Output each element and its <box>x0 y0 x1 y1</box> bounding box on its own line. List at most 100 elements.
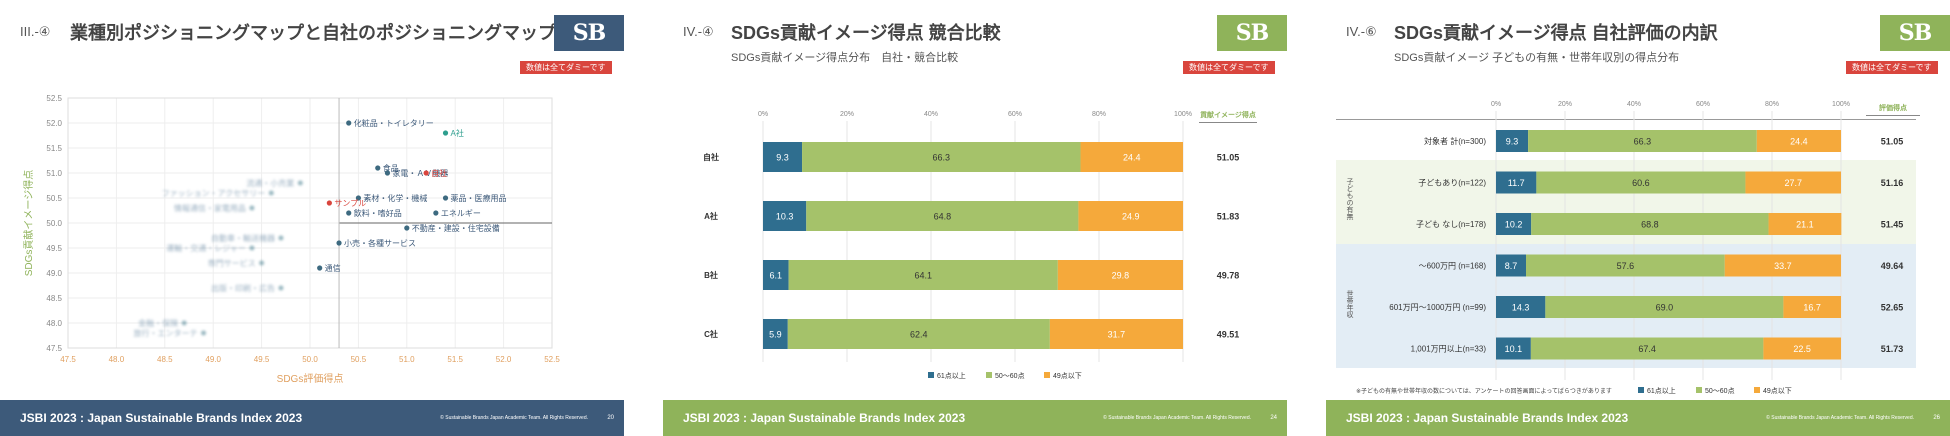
axis-tick-label: 40% <box>924 111 938 118</box>
legend-label: 61点以上 <box>1647 386 1676 395</box>
score-value: 49.51 <box>1217 330 1240 340</box>
slide-competitor-comparison: IV.-④ SDGs貢献イメージ得点 競合比較 SDGs貢献イメージ得点分布 自… <box>663 0 1287 436</box>
dummy-badge: 数値は全てダミーです <box>1846 61 1938 74</box>
bar-value-label: 27.7 <box>1784 178 1802 188</box>
bar-value-label: 5.9 <box>769 330 782 340</box>
bar-value-label: 66.3 <box>1634 137 1652 147</box>
bar-value-label: 57.6 <box>1617 261 1635 271</box>
y-tick-label: 52.0 <box>46 119 62 128</box>
legend-label: 50〜60点 <box>1705 387 1735 395</box>
scatter-point-label: 自社 <box>431 168 447 178</box>
bar-segment <box>1049 319 1183 349</box>
scatter-point <box>317 265 323 271</box>
bar-value-label: 6.1 <box>770 271 783 281</box>
bar-value-label: 9.3 <box>776 153 789 163</box>
blurred-point <box>181 320 187 326</box>
blurred-point-label: ファッション・アクセサリー <box>162 189 266 198</box>
page-subtitle: SDGs貢献イメージ得点分布 自社・競合比較 <box>731 52 959 64</box>
bar-value-label: 22.5 <box>1793 344 1811 354</box>
bar-value-label: 64.8 <box>934 212 952 222</box>
x-tick-label: 52.0 <box>496 355 512 364</box>
axis-tick-label: 40% <box>1627 101 1641 108</box>
bar-segment <box>1531 213 1769 235</box>
bar-segment <box>1496 213 1532 235</box>
blurred-point <box>297 180 303 186</box>
y-axis-label: SDGs貢献イメージ得点 <box>22 170 35 276</box>
category-label: 子ども なし(n=178) <box>1416 220 1486 229</box>
bar-segment <box>1496 130 1529 152</box>
axis-tick-label: 80% <box>1092 111 1106 118</box>
scatter-point <box>346 120 352 126</box>
footer: JSBI 2023 : Japan Sustainable Brands Ind… <box>663 400 1287 436</box>
legend-label: 49点以下 <box>1053 372 1082 380</box>
scatter-point-label: 薬品・医療用品 <box>451 193 507 203</box>
scatter-point-label: 不動産・建設・住宅設備 <box>412 223 500 233</box>
x-tick-label: 49.5 <box>254 355 270 364</box>
sb-logo: SB <box>554 15 624 51</box>
bar-segment <box>1530 337 1764 360</box>
x-tick-label: 51.5 <box>447 355 463 364</box>
bar-value-label: 66.3 <box>933 153 951 163</box>
dummy-badge: 数値は全てダミーです <box>520 61 612 74</box>
sb-logo: SB <box>1880 15 1950 51</box>
bar-segment <box>1526 254 1725 277</box>
bar-value-label: 31.7 <box>1108 330 1126 340</box>
legend-label: 49点以下 <box>1763 387 1792 395</box>
blurred-point <box>278 285 284 291</box>
legend-swatch <box>986 372 992 378</box>
category-label: 対象者 計(n=300) <box>1424 136 1486 146</box>
x-tick-label: 50.0 <box>302 355 318 364</box>
page-number: 20 <box>607 415 614 421</box>
bar-value-label: 8.7 <box>1505 261 1518 271</box>
x-tick-label: 47.5 <box>60 355 76 364</box>
score-value: 51.45 <box>1881 220 1904 230</box>
blurred-point-label: 専門サービス <box>208 258 256 268</box>
legend-swatch <box>1696 387 1702 393</box>
blurred-point <box>249 205 255 211</box>
bar-segment <box>763 319 788 349</box>
y-tick-label: 50.0 <box>46 219 62 228</box>
bar-segment <box>1057 260 1183 290</box>
bar-segment <box>1078 201 1183 231</box>
scatter-point-label: 通信 <box>325 263 341 273</box>
blurred-point-label: 運輸・交通・レジャー <box>166 243 246 253</box>
bar-value-label: 9.3 <box>1506 137 1519 147</box>
x-tick-label: 48.0 <box>109 355 125 364</box>
scatter-point-label: エネルギー <box>441 209 481 218</box>
bar-value-label: 24.9 <box>1122 212 1140 222</box>
bar-value-label: 33.7 <box>1774 261 1792 271</box>
axis-tick-label: 0% <box>1491 101 1501 108</box>
copyright: © Sustainable Brands Japan Academic Team… <box>1103 415 1251 421</box>
y-tick-label: 48.5 <box>46 294 62 303</box>
positioning-scatter-chart: 47.5 48.0 48.5 49.0 49.5 50.0 50.5 51.0 51.5 52.0… <box>22 94 560 385</box>
slide-positioning-map: III.-④ 業種別ポジショニングマップと自社のポジショニングマップ SB 数値… <box>0 0 624 436</box>
bar-segment <box>1745 171 1841 194</box>
category-label: 〜600万円 (n=168) <box>1419 262 1487 271</box>
scatter-point <box>442 195 449 201</box>
section-number: III.-④ <box>20 24 51 39</box>
bar-segment <box>1496 296 1546 318</box>
scatter-point-label: サンプル <box>334 199 366 208</box>
x-tick-label: 49.0 <box>205 355 221 364</box>
bar-value-label: 10.1 <box>1505 344 1523 354</box>
footer-title: JSBI 2023 : Japan Sustainable Brands Ind… <box>20 411 303 425</box>
copyright: © Sustainable Brands Japan Academic Team… <box>1766 415 1914 421</box>
score-value: 49.64 <box>1881 261 1904 271</box>
bar-segment <box>1080 142 1183 172</box>
score-value: 51.05 <box>1881 137 1904 147</box>
category-label: 子どもあり(n=122) <box>1418 179 1486 188</box>
bar-segment <box>1783 296 1841 318</box>
bar-segment <box>1496 254 1527 277</box>
bar-segment <box>1528 130 1757 152</box>
category-label: 1,001万円以上(n=33) <box>1411 345 1487 354</box>
score-value: 49.78 <box>1217 271 1240 281</box>
dummy-badge: 数値は全てダミーです <box>1183 61 1275 74</box>
bar-value-label: 10.3 <box>776 212 794 222</box>
axis-tick-label: 100% <box>1174 111 1192 118</box>
scatter-point-label: 化粧品・トイレタリー <box>354 118 434 128</box>
bar-value-label: 62.4 <box>910 330 928 340</box>
score-value: 51.05 <box>1217 153 1240 163</box>
bar-segment <box>1768 213 1842 235</box>
axis-tick-label: 20% <box>840 111 854 118</box>
category-label: B社 <box>704 270 718 280</box>
